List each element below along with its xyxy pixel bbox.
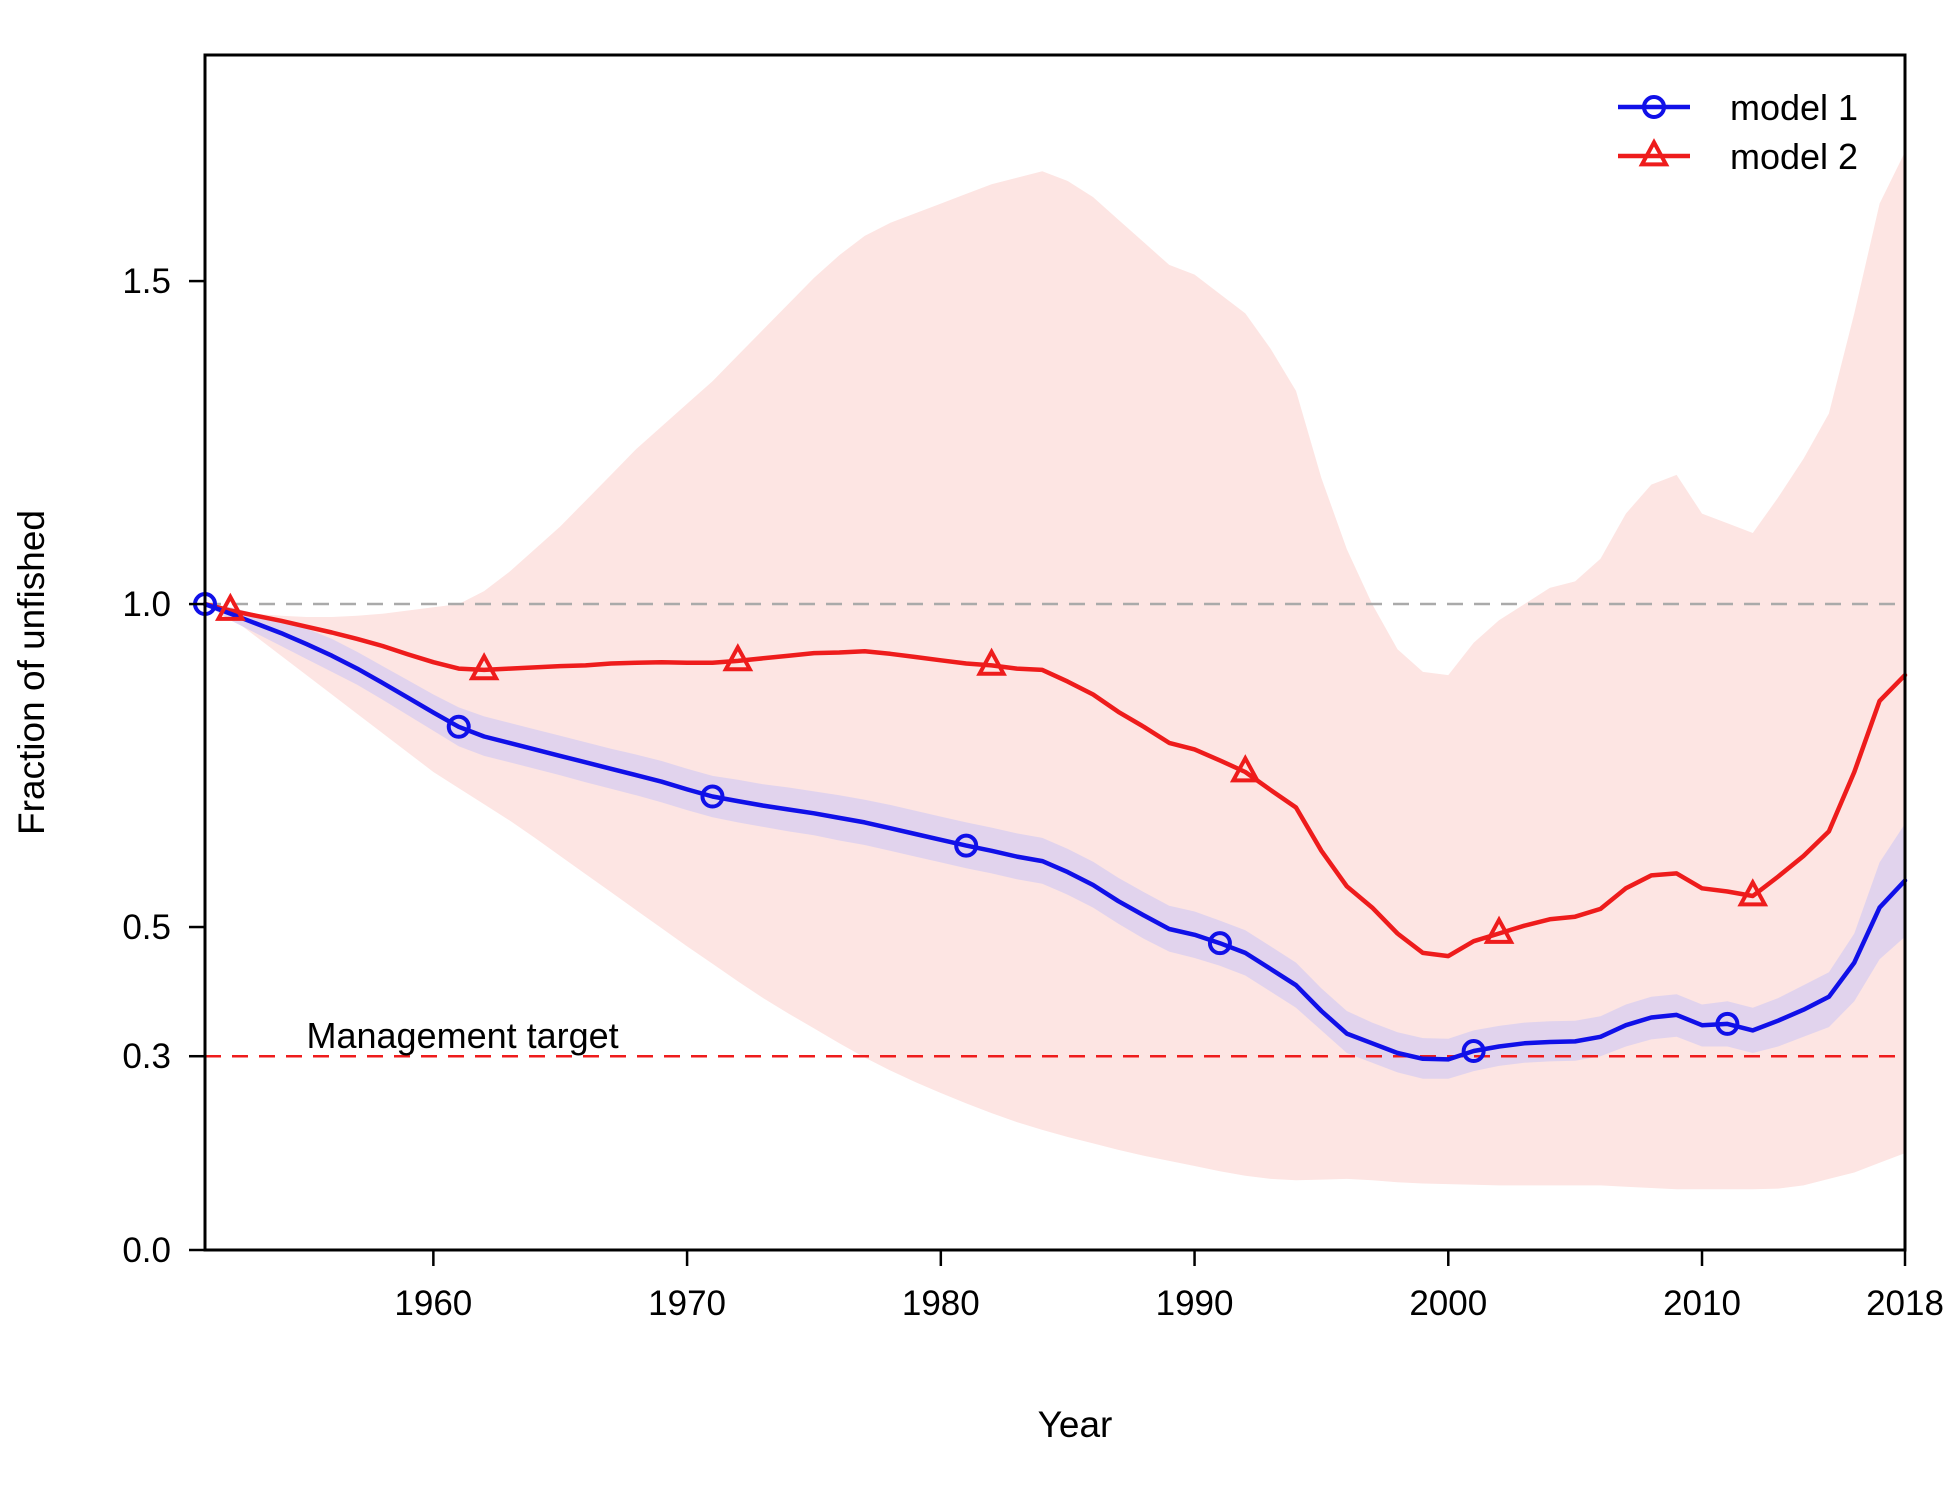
x-tick-label-2018: 2018 xyxy=(1866,1284,1944,1323)
series-line-model-1 xyxy=(202,601,1908,1062)
y-axis-title: Fraction of unfished xyxy=(11,510,52,835)
y-tick-label-1.0: 1.0 xyxy=(122,585,171,624)
legend-label-model-2: model 2 xyxy=(1730,136,1858,177)
band-model-2 xyxy=(205,151,1905,1190)
y-axis: 0.0 0.3 0.5 1.0 1.5 xyxy=(122,262,205,1270)
marker-model-1-1971 xyxy=(700,784,725,809)
x-tick-label-2010: 2010 xyxy=(1663,1284,1741,1323)
legend-item-model-1: model 1 xyxy=(1618,87,1858,128)
x-axis-title: Year xyxy=(1038,1404,1113,1445)
plot-frame xyxy=(203,53,1907,1252)
series-lines xyxy=(202,601,1908,1062)
reference-lines xyxy=(205,602,1905,1058)
legend-swatch-model-2-marker xyxy=(1638,138,1670,167)
series-line-model-2 xyxy=(202,601,1908,959)
marker-model-1-2001 xyxy=(1461,1039,1486,1064)
x-axis: 1960 1970 1980 1990 2000 2010 2018 xyxy=(394,1250,1944,1323)
marker-model-2-1982 xyxy=(976,647,1007,676)
legend-label-model-1: model 1 xyxy=(1730,87,1858,128)
legend-marker-model-1 xyxy=(1642,95,1666,119)
y-tick-label-1.5: 1.5 xyxy=(122,262,171,301)
legend-swatch-model-1-marker xyxy=(1642,95,1666,119)
management-target-label: Management target xyxy=(306,1015,618,1056)
y-tick-label-0.5: 0.5 xyxy=(122,908,171,947)
marker-model-1-1961 xyxy=(446,714,471,739)
marker-model-1-1981 xyxy=(954,833,979,858)
y-tick-label-0.3: 0.3 xyxy=(122,1037,171,1076)
marker-model-2-2002 xyxy=(1483,915,1515,944)
x-tick-label-1970: 1970 xyxy=(648,1284,726,1323)
legend-marker-model-2 xyxy=(1638,138,1670,167)
marker-model-2-1992 xyxy=(1229,754,1261,783)
marker-model-2-1952 xyxy=(215,592,246,621)
marker-model-2-1972 xyxy=(722,643,754,672)
x-tick-label-2000: 2000 xyxy=(1409,1284,1487,1323)
legend: model 1 model 2 xyxy=(1618,87,1858,177)
marker-model-2-2012 xyxy=(1737,878,1769,907)
marker-model-1-2011 xyxy=(1715,1011,1740,1036)
marker-model-1-1991 xyxy=(1207,931,1232,956)
y-tick-label-0.0: 0.0 xyxy=(122,1231,171,1270)
legend-item-model-2: model 2 xyxy=(1618,136,1858,177)
x-tick-label-1990: 1990 xyxy=(1156,1284,1234,1323)
x-tick-label-1980: 1980 xyxy=(902,1284,980,1323)
x-tick-label-1960: 1960 xyxy=(394,1284,472,1323)
marker-model-2-1962 xyxy=(468,652,500,681)
